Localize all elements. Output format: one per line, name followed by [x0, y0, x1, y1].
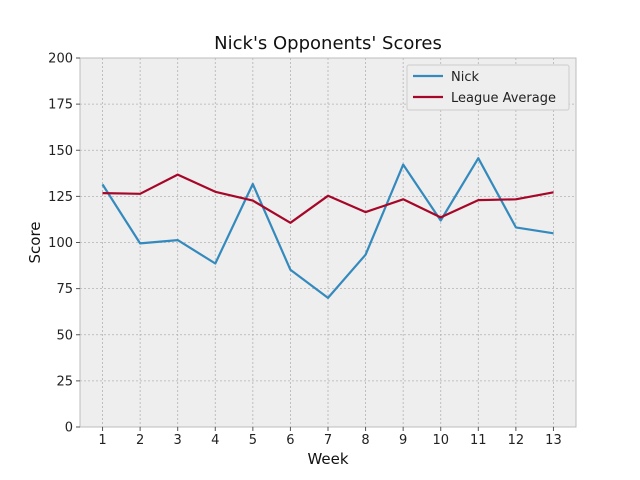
- x-tick-label: 1: [98, 433, 106, 448]
- x-tick-label: 4: [211, 433, 219, 448]
- x-tick-label: 9: [399, 433, 407, 448]
- y-tick-label: 150: [48, 144, 73, 159]
- chart-title: Nick's Opponents' Scores: [214, 33, 442, 54]
- y-tick-label: 125: [48, 190, 73, 205]
- y-tick-label: 75: [56, 282, 73, 297]
- y-tick-label: 0: [65, 421, 73, 436]
- y-tick-label: 175: [48, 98, 73, 113]
- legend: Nick League Average: [406, 64, 570, 111]
- x-tick-label: 12: [508, 433, 525, 448]
- x-tick-label: 5: [249, 433, 257, 448]
- x-tick-label: 6: [286, 433, 294, 448]
- legend-box: [406, 64, 570, 111]
- y-tick-label: 25: [56, 374, 73, 389]
- series-lines: [101, 157, 554, 299]
- x-tick-label: 2: [136, 433, 144, 448]
- x-tick-label: 8: [361, 433, 369, 448]
- series-line-nick: [101, 157, 554, 299]
- x-tick-label: 11: [470, 433, 487, 448]
- y-axis-title: Score: [26, 221, 44, 263]
- x-tick-label: 7: [324, 433, 332, 448]
- y-tick-label: 200: [48, 52, 73, 67]
- y-tick-label: 100: [48, 236, 73, 251]
- legend-label-league-average: League Average: [451, 91, 556, 106]
- series-line-league-average: [102, 173, 554, 224]
- legend-label-nick: Nick: [451, 70, 479, 85]
- x-tick-label: 13: [545, 433, 562, 448]
- y-tick-label: 50: [56, 328, 73, 343]
- x-axis-title: Week: [307, 450, 348, 468]
- x-tick-label: 10: [432, 433, 449, 448]
- x-tick-label: 3: [174, 433, 182, 448]
